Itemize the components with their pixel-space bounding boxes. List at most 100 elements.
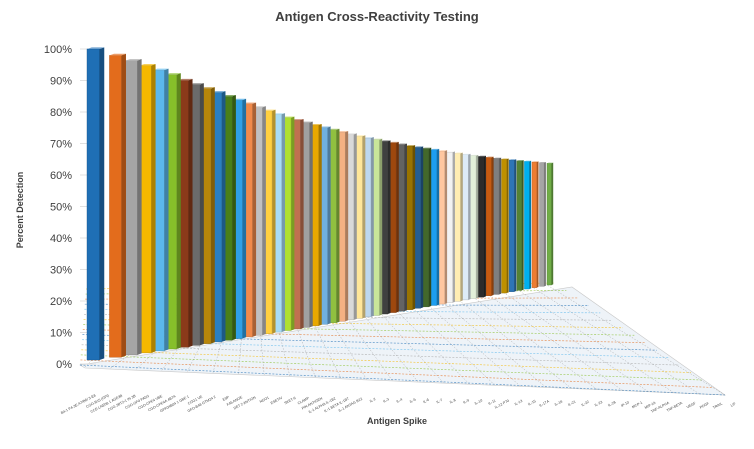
x-tick-label: IL-9 bbox=[462, 398, 469, 404]
bar bbox=[319, 126, 331, 325]
bar bbox=[252, 106, 266, 336]
bar-side bbox=[281, 113, 286, 333]
x-tick-label: IL-6 bbox=[422, 398, 429, 404]
x-tick-label: LIF bbox=[730, 401, 737, 407]
floor-mesh-line bbox=[212, 340, 222, 373]
bar-top bbox=[262, 109, 276, 111]
x-tick-label: IL-4 bbox=[396, 397, 403, 403]
bar bbox=[454, 152, 463, 302]
floor-mesh-line bbox=[348, 319, 393, 381]
floor-mesh-line bbox=[365, 316, 418, 382]
bar bbox=[462, 153, 471, 301]
bar bbox=[211, 91, 226, 343]
bar-side bbox=[444, 150, 448, 305]
x-tick-label: IL-21 bbox=[567, 400, 576, 407]
bar-side bbox=[452, 151, 455, 303]
chart-floor bbox=[79, 282, 727, 396]
bar-top bbox=[430, 148, 440, 150]
x-tick-label: TRAIL bbox=[712, 402, 723, 410]
x-tick-label: IL-2 bbox=[369, 397, 376, 403]
bar-front bbox=[125, 60, 138, 356]
bar-side bbox=[309, 121, 313, 328]
bar-top bbox=[301, 121, 313, 123]
y-tick-label: 20% bbox=[50, 296, 72, 308]
floor-mesh-line bbox=[381, 314, 444, 383]
bar-top bbox=[493, 157, 502, 159]
x-tick-label: IL-7 bbox=[436, 398, 443, 404]
floor-mesh-line bbox=[413, 308, 495, 386]
bar-front bbox=[501, 158, 507, 294]
y-tick-label: 50% bbox=[50, 202, 72, 214]
bar-side bbox=[468, 153, 471, 300]
x-tick-label: IL-12 P70 bbox=[494, 399, 510, 410]
bar-top bbox=[346, 133, 357, 135]
bar-side bbox=[420, 146, 424, 309]
bar bbox=[501, 158, 509, 294]
y-axis-ticks: 0% 10% 20% 30% 40% 50% 60% 70% 80% 90% 100% bbox=[44, 44, 72, 371]
bar-side bbox=[176, 73, 181, 350]
bar-side bbox=[99, 47, 105, 361]
bar-side bbox=[412, 145, 416, 310]
bar-front bbox=[422, 148, 429, 308]
x-tick-label: CLAMP bbox=[297, 396, 310, 406]
bar-top bbox=[524, 160, 532, 162]
bar-side bbox=[272, 109, 276, 334]
bar-side bbox=[164, 68, 169, 351]
bar-top bbox=[363, 136, 374, 138]
bar-side bbox=[300, 119, 304, 329]
bar-top bbox=[232, 98, 247, 101]
y-tick-label: 30% bbox=[50, 265, 72, 277]
bar-top bbox=[291, 119, 304, 121]
bar-side bbox=[370, 136, 374, 317]
bar bbox=[388, 141, 399, 313]
bar-side bbox=[262, 106, 266, 336]
bar-front bbox=[109, 55, 122, 358]
x-tick-label: E9P bbox=[222, 395, 230, 402]
bar-side bbox=[151, 63, 156, 353]
x-tick-label: MCP-1 bbox=[631, 401, 643, 410]
bar-top bbox=[282, 116, 295, 118]
y-tick-label: 90% bbox=[50, 76, 72, 88]
bar bbox=[139, 63, 156, 354]
bar-top bbox=[438, 150, 448, 151]
bar-top bbox=[200, 87, 215, 89]
bar-side bbox=[506, 158, 509, 294]
bar-side bbox=[242, 98, 247, 339]
floor-mesh-line bbox=[296, 328, 316, 378]
y-tick-label: 0% bbox=[56, 359, 72, 371]
bar-top bbox=[397, 143, 407, 145]
bar bbox=[508, 159, 517, 292]
bar-front bbox=[524, 161, 530, 290]
bar-front bbox=[493, 158, 500, 295]
y-axis-title: Percent Detection bbox=[15, 172, 25, 249]
bar-side bbox=[291, 116, 295, 331]
floor-mesh-line bbox=[397, 311, 470, 384]
x-tick-label: IL-28 bbox=[607, 400, 616, 407]
bar-side bbox=[491, 156, 494, 296]
bar-side bbox=[499, 157, 502, 295]
bar-side bbox=[252, 102, 257, 337]
bar bbox=[493, 157, 502, 295]
floor-mesh-line bbox=[503, 292, 649, 392]
bar bbox=[524, 160, 532, 290]
bar-top bbox=[310, 123, 322, 126]
bar-side bbox=[188, 78, 193, 348]
chart-title: Antigen Cross-Reactivity Testing bbox=[275, 9, 479, 24]
bar bbox=[397, 143, 407, 312]
bar bbox=[470, 154, 479, 299]
x-tick-label: IP-10 bbox=[620, 400, 629, 408]
bar-front bbox=[446, 151, 453, 303]
x-tick-label: F45 ANOE bbox=[226, 395, 244, 407]
bar-top bbox=[372, 138, 383, 140]
bar-front bbox=[86, 48, 100, 361]
bar-top bbox=[539, 162, 546, 163]
bar-side bbox=[379, 138, 383, 316]
floor-mesh-line bbox=[546, 284, 726, 396]
bar-top bbox=[272, 113, 286, 115]
bar-side bbox=[483, 155, 486, 298]
bar-side bbox=[387, 140, 391, 315]
x-tick-label: IL-15 bbox=[527, 399, 536, 406]
bar-top bbox=[243, 102, 257, 104]
bar-series bbox=[86, 47, 554, 361]
